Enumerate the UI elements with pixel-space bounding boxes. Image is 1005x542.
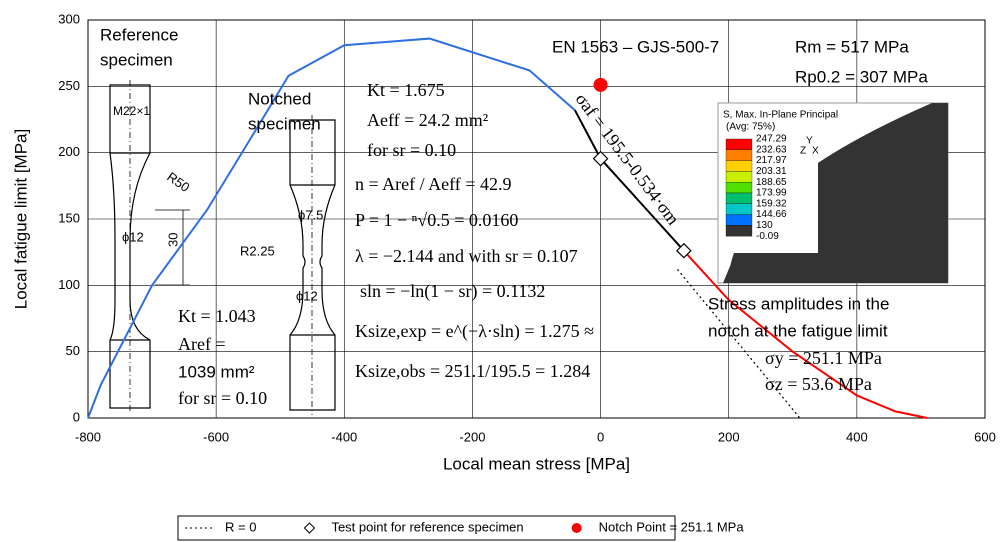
dimension-label: 30 [165, 233, 180, 247]
y-tick-label: 100 [58, 277, 80, 292]
inset-title: S, Max. In-Plane Principal [723, 110, 838, 121]
annotation: Kt = 1.675 [367, 80, 445, 100]
annotation: n = Aref / Aeff = 42.9 [355, 174, 511, 194]
y-tick-label: 300 [58, 11, 80, 26]
y-tick-label: 200 [58, 144, 80, 159]
legend-label: Notch Point = 251.1 MPa [599, 519, 745, 534]
y-axis-label: Local fatigue limit [MPa] [11, 129, 30, 309]
notched-specimen [290, 115, 335, 415]
inset-level: 203.31 [756, 166, 787, 177]
inset-swatch [726, 161, 752, 172]
dimension-label: M22×1 [113, 104, 150, 118]
x-tick-label: -600 [203, 429, 229, 444]
annotation: Rp0.2 = 307 MPa [795, 67, 928, 86]
inset-axis: Z [800, 146, 806, 157]
inset-level: 188.65 [756, 177, 787, 188]
inset-swatch [726, 215, 752, 226]
chart: -800 -600 -400 -200 0 200 400 600 0 50 100 150 200 25… [0, 0, 1005, 542]
annotation: specimen [248, 114, 321, 133]
legend-marker [572, 523, 582, 533]
dimension-label: R50 [164, 169, 192, 195]
annotation: for sr = 0.10 [178, 388, 267, 408]
dimension-label: ϕ12 [296, 288, 318, 303]
inset-swatch [726, 225, 752, 236]
annotation: Ksize,obs = 251.1/195.5 = 1.284 [355, 361, 590, 381]
y-tick-label: 250 [58, 78, 80, 93]
annotation: P = 1 − ⁿ√0.5 = 0.0160 [355, 210, 518, 230]
legend-label: R = 0 [225, 519, 256, 534]
dimension-label: ϕ7.5 [298, 207, 323, 222]
x-tick-label: -800 [75, 429, 101, 444]
y-tick-label: 0 [73, 409, 80, 424]
annotation: λ = −2.144 and with sr = 0.107 [355, 246, 578, 266]
x-tick-label: 0 [597, 429, 604, 444]
inset-level: 232.63 [756, 144, 787, 155]
annotation: Notched [248, 89, 311, 108]
annotation: Stress amplitudes in the [708, 294, 889, 313]
inset-swatch [726, 171, 752, 182]
inset-axis: X [812, 146, 819, 157]
inset-level: 144.66 [756, 209, 787, 220]
inset-level: 173.99 [756, 188, 787, 199]
legend-label: Test point for reference specimen [331, 519, 523, 534]
inset-swatch [726, 139, 752, 150]
x-tick-label: 600 [974, 429, 996, 444]
annotation: Aeff = 24.2 mm² [367, 110, 488, 130]
inset-swatch [726, 193, 752, 204]
annotation: Ksize,exp = e^(−λ·sln) = 1.275 ≈ [355, 321, 594, 342]
inset-level: 159.32 [756, 198, 787, 209]
annotation: 1039 mm² [178, 362, 255, 381]
y-tick-label: 150 [58, 210, 80, 225]
y-tick-label: 50 [66, 343, 80, 358]
inset-swatch [726, 150, 752, 161]
inset-level: 130 [756, 220, 773, 231]
x-tick-label: -400 [331, 429, 357, 444]
inset-swatch [726, 182, 752, 193]
annotation: EN 1563 – GJS-500-7 [552, 37, 719, 56]
annotation: σz = 53.6 MPa [765, 374, 872, 394]
x-tick-label: 400 [846, 429, 868, 444]
dimension-label: ϕ12 [122, 229, 144, 244]
annotation: notch at the fatigue limit [708, 321, 888, 340]
curve [575, 110, 684, 250]
annotation: σy = 251.1 MPa [765, 348, 882, 368]
inset-level: -0.09 [756, 231, 779, 242]
annotation: sln = −ln(1 − sr) = 0.1132 [360, 281, 545, 302]
inset-level: 217.97 [756, 155, 787, 166]
inset-subtitle: (Avg: 75%) [726, 122, 775, 133]
annotation: Rm = 517 MPa [795, 37, 909, 56]
x-tick-label: -200 [459, 429, 485, 444]
annotation: Reference [100, 25, 178, 44]
annotation: Kt = 1.043 [178, 306, 256, 326]
annotation: specimen [100, 50, 173, 69]
notch-point [594, 78, 608, 92]
x-axis-label: Local mean stress [MPa] [443, 454, 630, 473]
annotation: Aref = [178, 334, 226, 354]
annotation: for sr = 0.10 [367, 140, 456, 160]
annotation: σaf = 195.5-0.534·σm [572, 89, 684, 228]
inset-level: 247.29 [756, 134, 787, 145]
x-tick-label: 200 [718, 429, 740, 444]
inset-swatch [726, 204, 752, 215]
dimension-label: R2.25 [240, 243, 275, 258]
